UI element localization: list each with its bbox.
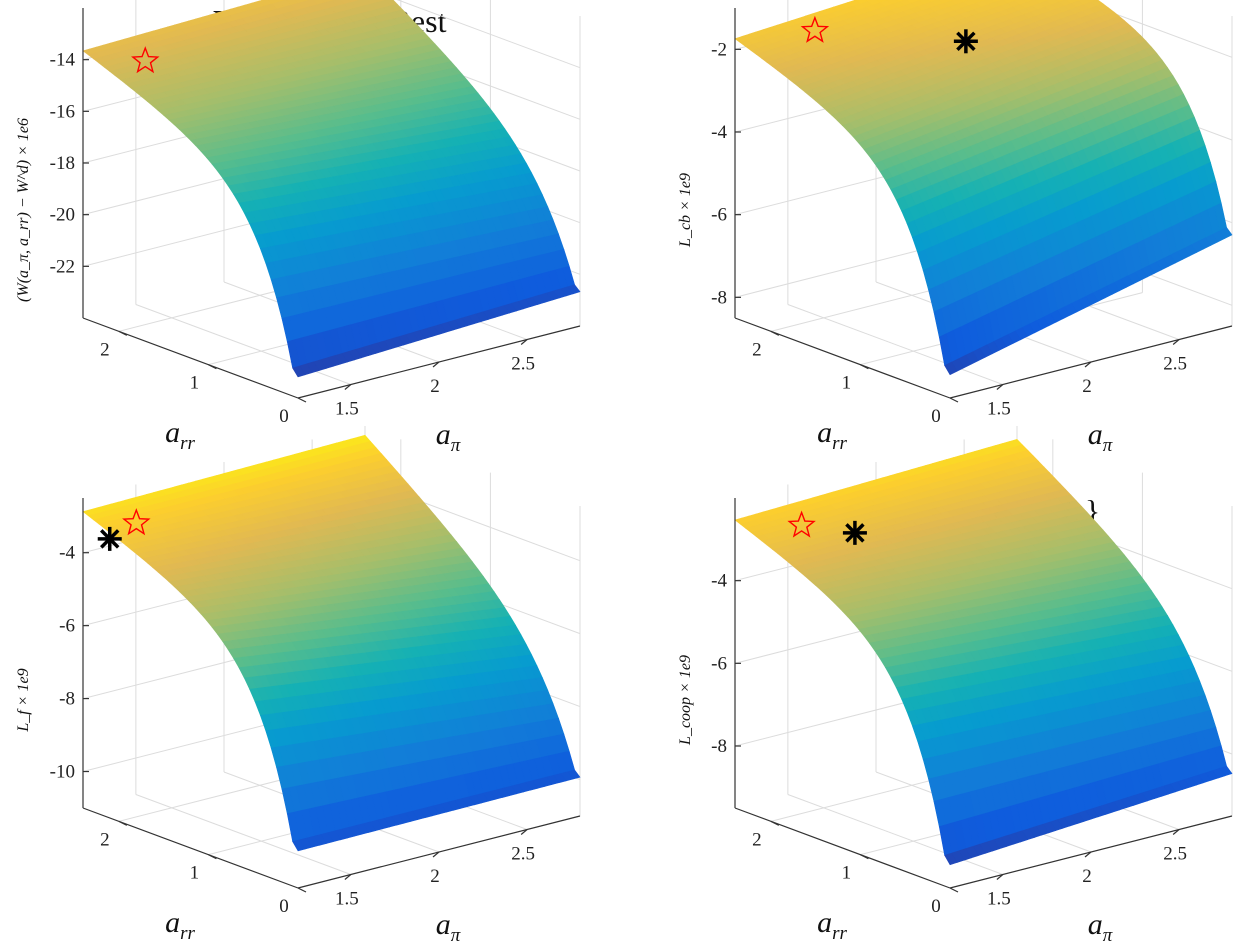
panel-3-surface xyxy=(82,434,581,852)
panel-3-zlabel: L_f × 1e9 xyxy=(15,668,32,732)
panel-1-star-marker xyxy=(131,46,160,74)
panel-4-ztick: -6 xyxy=(711,653,727,674)
panel-3-ztick: -8 xyxy=(59,689,75,710)
panel-1-ztick: -14 xyxy=(50,50,76,71)
panel-4-surface xyxy=(734,438,1233,866)
panel-3-xtick: 1 xyxy=(190,863,200,884)
panel-3-ztick: -4 xyxy=(59,543,75,564)
panel-1-ztick: -18 xyxy=(50,153,75,174)
panel-3-ztick: -6 xyxy=(59,616,75,637)
panel-4-asterisk-marker xyxy=(842,520,867,545)
panel-2-ytick: 2 xyxy=(1082,376,1092,397)
panel-1-ytick: 2 xyxy=(430,376,440,397)
panel-4-ztick: -8 xyxy=(711,736,727,757)
panel-2-xtick: 1 xyxy=(842,373,852,394)
panel-3-ylabel: aπ xyxy=(436,908,461,944)
panel-1-xlabel: arr xyxy=(165,416,195,454)
panel-3: 0 1 2 1.5 2 2.5 -4 -6 -8 -10 arr aπ L_f × 1e9 xyxy=(15,426,581,944)
panel-1-xtick: 0 xyxy=(279,406,289,427)
panel-1-ytick: 2.5 xyxy=(511,354,535,375)
panel-3-xtick: 0 xyxy=(279,896,289,917)
panel-1-xtick: 1 xyxy=(190,373,200,394)
panel-2-star-marker xyxy=(800,15,830,43)
panel-3-xlabel: arr xyxy=(165,906,195,944)
panel-3-axes: 0 1 2 1.5 2 2.5 -4 -6 -8 -10 xyxy=(50,498,581,917)
panel-4-ytick: 1.5 xyxy=(987,889,1011,910)
panel-4-xtick: 2 xyxy=(752,829,762,850)
panel-2: 0 1 2 1.5 2 2.5 -2 -4 -6 -8 arr aπ L_cb × 1e9 xyxy=(677,0,1233,456)
panel-4-ytick: 2 xyxy=(1082,866,1092,887)
panel-1-zlabel: (W(a_π, a_rr) − W^d) × 1e6 xyxy=(15,118,32,302)
panel-4-axes: 0 1 2 1.5 2 2.5 -4 -6 -8 xyxy=(711,498,1233,917)
panel-4-ylabel: aπ xyxy=(1088,908,1113,944)
panel-3-xtick: 2 xyxy=(100,829,110,850)
panel-1-xtick: 2 xyxy=(100,339,110,360)
panel-1-ztick: -16 xyxy=(50,101,75,122)
panel-2-ytick: 1.5 xyxy=(987,399,1011,420)
panel-2-xtick: 2 xyxy=(752,339,762,360)
panel-1-axes: 0 1 2 1.5 2 2.5 -14 -16 -18 -20 -22 xyxy=(50,8,581,427)
panel-4-xlabel: arr xyxy=(817,906,847,944)
panel-4-xtick: 1 xyxy=(842,863,852,884)
panel-3-ytick: 1.5 xyxy=(335,889,359,910)
panel-3-ytick: 2 xyxy=(430,866,440,887)
panel-3-star-marker xyxy=(122,508,151,536)
panel-2-xlabel: arr xyxy=(817,416,847,454)
panel-2-ztick: -8 xyxy=(711,287,727,308)
panel-3-ytick: 2.5 xyxy=(511,844,535,865)
panel-2-ztick: -4 xyxy=(711,122,727,143)
panel-1-ztick: -20 xyxy=(50,205,75,226)
panel-1-surface xyxy=(82,0,581,378)
panel-4-zlabel: L_coop × 1e9 xyxy=(677,655,694,746)
panel-1-ytick: 1.5 xyxy=(335,399,359,420)
panel-3-asterisk-marker xyxy=(97,526,122,551)
panel-2-ytick: 2.5 xyxy=(1163,354,1187,375)
panel-2-surface xyxy=(734,0,1233,376)
panel-2-zlabel: L_cb × 1e9 xyxy=(677,173,694,248)
panel-3-ztick: -10 xyxy=(50,762,75,783)
panel-4-star-marker xyxy=(787,510,816,538)
panel-2-ylabel: aπ xyxy=(1088,418,1113,456)
panel-2-axes: 0 1 2 1.5 2 2.5 -2 -4 -6 -8 xyxy=(711,8,1233,427)
panel-4-ztick: -4 xyxy=(711,571,727,592)
panel-4: 0 1 2 1.5 2 2.5 -4 -6 -8 arr aπ L_coop × 1e9 xyxy=(677,426,1233,944)
panel-2-asterisk-marker xyxy=(953,29,978,54)
panel-1: 0 1 2 1.5 2 2.5 -14 -16 -18 -20 -22 arr aπ (W(a_π, a_… xyxy=(15,0,581,456)
panel-1-ztick: -22 xyxy=(50,256,75,277)
panel-2-ztick: -6 xyxy=(711,205,727,226)
panel-1-ylabel: aπ xyxy=(436,418,461,456)
panel-4-ytick: 2.5 xyxy=(1163,844,1187,865)
panel-2-ztick: -2 xyxy=(711,39,727,60)
panel-2-xtick: 0 xyxy=(931,406,941,427)
panel-4-xtick: 0 xyxy=(931,896,941,917)
